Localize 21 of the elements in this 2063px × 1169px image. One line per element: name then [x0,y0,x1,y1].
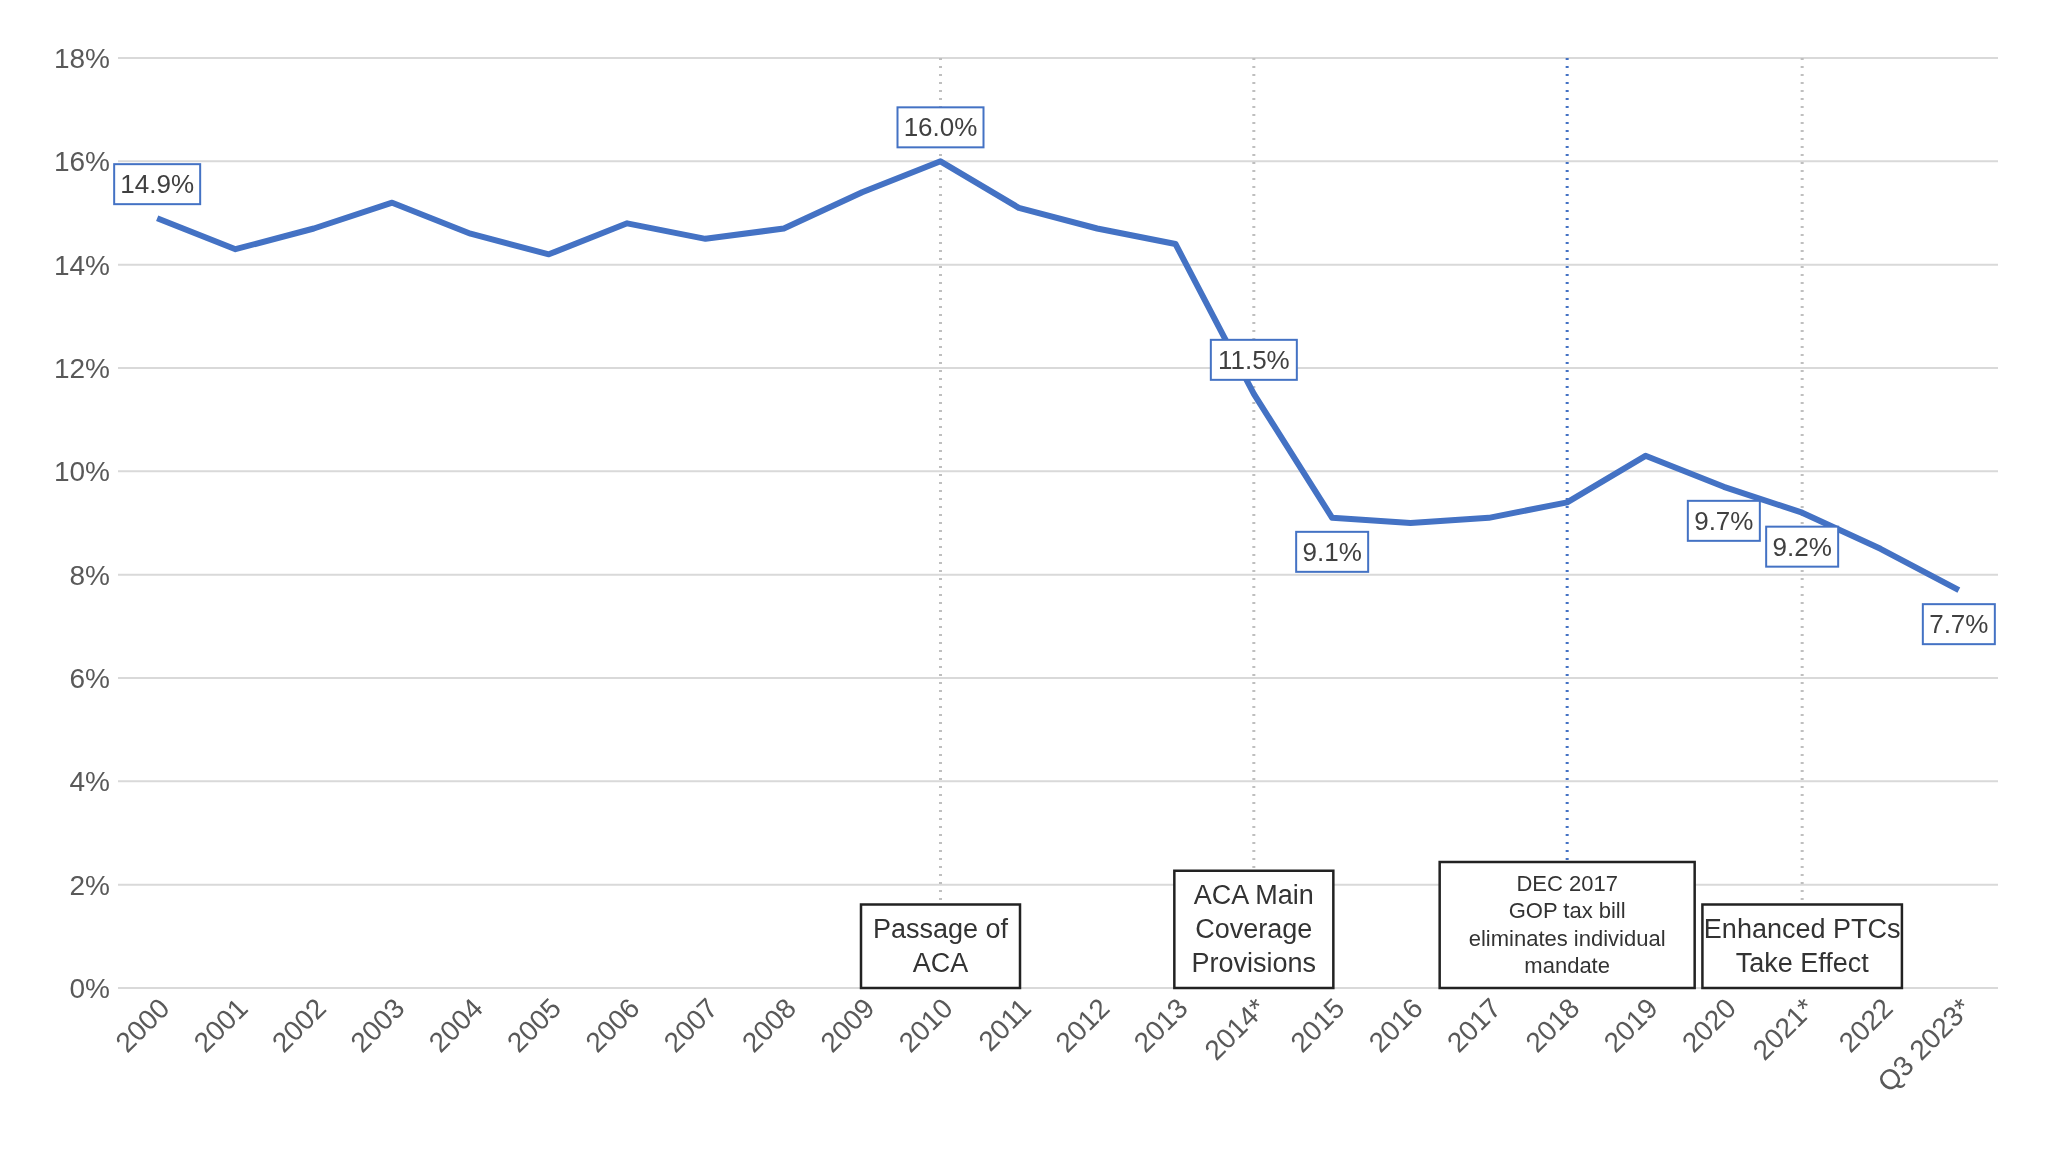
y-tick-label: 8% [69,559,110,591]
y-tick-label: 12% [53,352,110,384]
y-tick-label: 2% [69,869,110,901]
y-tick-label: 16% [53,146,110,178]
data-label: 7.7% [1929,609,1989,640]
y-tick-label: 4% [69,766,110,798]
data-label: 9.2% [1772,531,1832,562]
ref-line-label: DEC 2017 GOP tax bill eliminates individual mandate [1468,870,1666,979]
data-label: 11.5% [1217,344,1290,375]
ref-line-label: Enhanced PTCs Take Effect [1703,913,1901,978]
y-tick-label: 18% [53,42,110,74]
data-label: 16.0% [903,112,978,143]
y-tick-label: 14% [53,249,110,281]
data-label: 14.9% [120,169,195,200]
y-tick-label: 6% [69,662,110,694]
ref-line-label: Passage of ACA [872,913,1009,978]
y-tick-label: 0% [69,972,110,1004]
y-tick-label: 10% [53,456,110,488]
data-label: 9.7% [1694,505,1754,536]
ref-line-label: ACA Main Coverage Provisions [1191,880,1317,978]
data-label: 9.1% [1302,536,1362,567]
